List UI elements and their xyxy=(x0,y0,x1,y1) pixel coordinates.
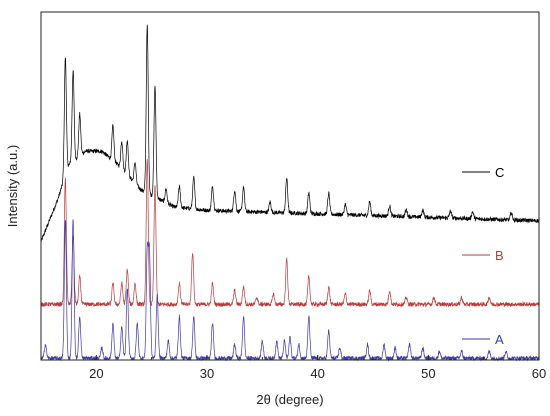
series-line-a xyxy=(40,219,540,362)
plot-frame xyxy=(40,11,540,361)
x-tick-label: 40 xyxy=(310,366,324,381)
x-axis-title: 2θ (degree) xyxy=(256,392,323,407)
legend-item-b: B xyxy=(462,248,504,263)
legend-label-a: A xyxy=(495,332,504,347)
y-axis-title: Intensity (a.u.) xyxy=(5,145,20,227)
x-axis: 20 30 40 50 60 xyxy=(40,355,546,381)
x-tick-label: 30 xyxy=(200,366,214,381)
legend: C B A xyxy=(462,165,504,347)
x-tick-label: 20 xyxy=(89,366,103,381)
series-line-b xyxy=(40,159,540,308)
legend-label-b: B xyxy=(495,248,504,263)
legend-item-a: A xyxy=(462,332,504,347)
x-tick-label: 50 xyxy=(421,366,435,381)
series-layer xyxy=(40,24,540,362)
legend-label-c: C xyxy=(495,165,504,180)
legend-item-c: C xyxy=(462,165,504,180)
series-line-c xyxy=(40,24,540,243)
x-tick-label: 60 xyxy=(532,366,546,381)
